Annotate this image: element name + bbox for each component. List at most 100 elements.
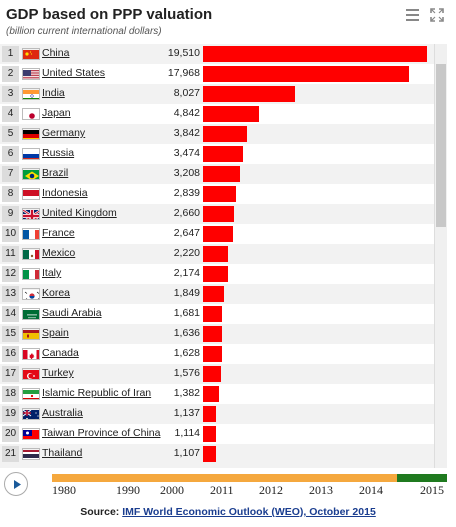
bar bbox=[203, 306, 222, 322]
chart-row: 15 Spain 1,636 bbox=[0, 324, 434, 344]
bar bbox=[203, 286, 224, 302]
rank-label: 20 bbox=[2, 426, 19, 442]
country-link[interactable]: United States bbox=[42, 67, 106, 79]
country-link[interactable]: Korea bbox=[42, 287, 71, 299]
bar bbox=[203, 126, 247, 142]
value-label: 1,628 bbox=[173, 347, 200, 359]
flag-es-icon bbox=[22, 328, 40, 340]
chart-scrollbar[interactable] bbox=[434, 44, 447, 468]
country-link[interactable]: Australia bbox=[42, 407, 83, 419]
bar bbox=[203, 66, 409, 82]
rank-label: 13 bbox=[2, 286, 19, 302]
value-label: 1,114 bbox=[174, 427, 201, 439]
flag-au-icon bbox=[22, 408, 40, 420]
bar bbox=[203, 386, 219, 402]
value-label: 4,842 bbox=[173, 107, 200, 119]
country-link[interactable]: Turkey bbox=[42, 367, 74, 379]
flag-jp-icon bbox=[22, 108, 40, 120]
value-label: 2,220 bbox=[173, 247, 200, 259]
rank-label: 7 bbox=[2, 166, 19, 182]
chart-row: 7 Brazil 3,208 bbox=[0, 164, 434, 184]
rank-label: 18 bbox=[2, 386, 19, 402]
bar bbox=[203, 366, 221, 382]
rank-label: 6 bbox=[2, 146, 19, 162]
country-link[interactable]: Italy bbox=[42, 267, 62, 279]
country-link[interactable]: Saudi Arabia bbox=[42, 307, 102, 319]
rank-label: 12 bbox=[2, 266, 19, 282]
country-link[interactable]: Germany bbox=[42, 127, 86, 139]
timeline-year-label[interactable]: 1980 bbox=[52, 483, 76, 497]
bar bbox=[203, 186, 236, 202]
chart-row: 11 Mexico 2,220 bbox=[0, 244, 434, 264]
bar bbox=[203, 86, 295, 102]
flag-mx-icon bbox=[22, 248, 40, 260]
country-link[interactable]: Spain bbox=[42, 327, 69, 339]
value-label: 8,027 bbox=[173, 87, 200, 99]
flag-ir-icon bbox=[22, 388, 40, 400]
rank-label: 10 bbox=[2, 226, 19, 242]
timeline-year-label[interactable]: 2015 bbox=[420, 483, 444, 497]
chart-row: 10 France 2,647 bbox=[0, 224, 434, 244]
timeline-track[interactable] bbox=[52, 474, 447, 482]
timeline-year-label[interactable]: 2000 bbox=[160, 483, 184, 497]
bar bbox=[203, 266, 228, 282]
timeline-year-label[interactable]: 2012 bbox=[259, 483, 283, 497]
rank-label: 15 bbox=[2, 326, 19, 342]
flag-tr-icon bbox=[22, 368, 40, 380]
rank-label: 19 bbox=[2, 406, 19, 422]
country-link[interactable]: Brazil bbox=[42, 167, 69, 179]
country-link[interactable]: United Kingdom bbox=[42, 207, 117, 219]
chart-row: 3 India 8,027 bbox=[0, 84, 434, 104]
country-link[interactable]: Canada bbox=[42, 347, 79, 359]
chart-row: 14 Saudi Arabia 1,681 bbox=[0, 304, 434, 324]
source-link[interactable]: IMF World Economic Outlook (WEO), Octobe… bbox=[122, 506, 376, 518]
country-link[interactable]: Indonesia bbox=[42, 187, 88, 199]
country-link[interactable]: Islamic Republic of Iran bbox=[42, 387, 152, 399]
timeline-year-label[interactable]: 2011 bbox=[210, 483, 234, 497]
country-link[interactable]: China bbox=[42, 47, 70, 59]
bar bbox=[203, 406, 216, 422]
timeline-year-label[interactable]: 1990 bbox=[116, 483, 140, 497]
rank-label: 21 bbox=[2, 446, 19, 462]
flag-in-icon bbox=[22, 88, 40, 100]
flag-cn-icon bbox=[22, 48, 40, 60]
chart-row: 19 Australia 1,137 bbox=[0, 404, 434, 424]
chart-row: 1 China 19,510 bbox=[0, 44, 434, 64]
chart-row: 5 Germany 3,842 bbox=[0, 124, 434, 144]
value-label: 17,968 bbox=[167, 67, 200, 79]
fullscreen-expand-icon[interactable] bbox=[430, 8, 444, 22]
value-label: 3,474 bbox=[173, 147, 200, 159]
flag-it-icon bbox=[22, 268, 40, 280]
rank-label: 3 bbox=[2, 86, 19, 102]
country-link[interactable]: Mexico bbox=[42, 247, 76, 259]
bar bbox=[203, 446, 216, 462]
country-link[interactable]: Taiwan Province of China bbox=[42, 427, 161, 439]
chart-row: 20 Taiwan Province of China 1,114 bbox=[0, 424, 434, 444]
rank-label: 5 bbox=[2, 126, 19, 142]
timeline-years: 1980 1990 2000 2011 2012 2013 2014 2015 bbox=[30, 483, 456, 497]
timeline-year-label[interactable]: 2013 bbox=[309, 483, 333, 497]
flag-sa-icon bbox=[22, 308, 40, 320]
country-link[interactable]: Thailand bbox=[42, 447, 83, 459]
value-label: 3,842 bbox=[173, 127, 200, 139]
country-link[interactable]: India bbox=[42, 87, 65, 99]
country-link[interactable]: Japan bbox=[42, 107, 71, 119]
bar bbox=[203, 46, 427, 62]
flag-ru-icon bbox=[22, 148, 40, 160]
country-link[interactable]: Russia bbox=[42, 147, 75, 159]
value-label: 2,174 bbox=[173, 267, 200, 279]
country-link[interactable]: France bbox=[42, 227, 75, 239]
timeline-year-label[interactable]: 2014 bbox=[359, 483, 383, 497]
chart-row: 4 Japan 4,842 bbox=[0, 104, 434, 124]
flag-th-icon bbox=[22, 448, 40, 460]
bar bbox=[203, 426, 216, 442]
chart-row: 18 Islamic Republic of Iran 1,382 bbox=[0, 384, 434, 404]
bar bbox=[203, 226, 233, 242]
chart-row: 2 United States 17,968 bbox=[0, 64, 434, 84]
hamburger-menu-icon[interactable] bbox=[406, 8, 420, 22]
value-label: 1,681 bbox=[173, 307, 200, 319]
scrollbar-thumb[interactable] bbox=[436, 64, 446, 227]
rank-label: 1 bbox=[2, 46, 19, 62]
play-button[interactable] bbox=[4, 472, 28, 496]
bar bbox=[203, 206, 234, 222]
